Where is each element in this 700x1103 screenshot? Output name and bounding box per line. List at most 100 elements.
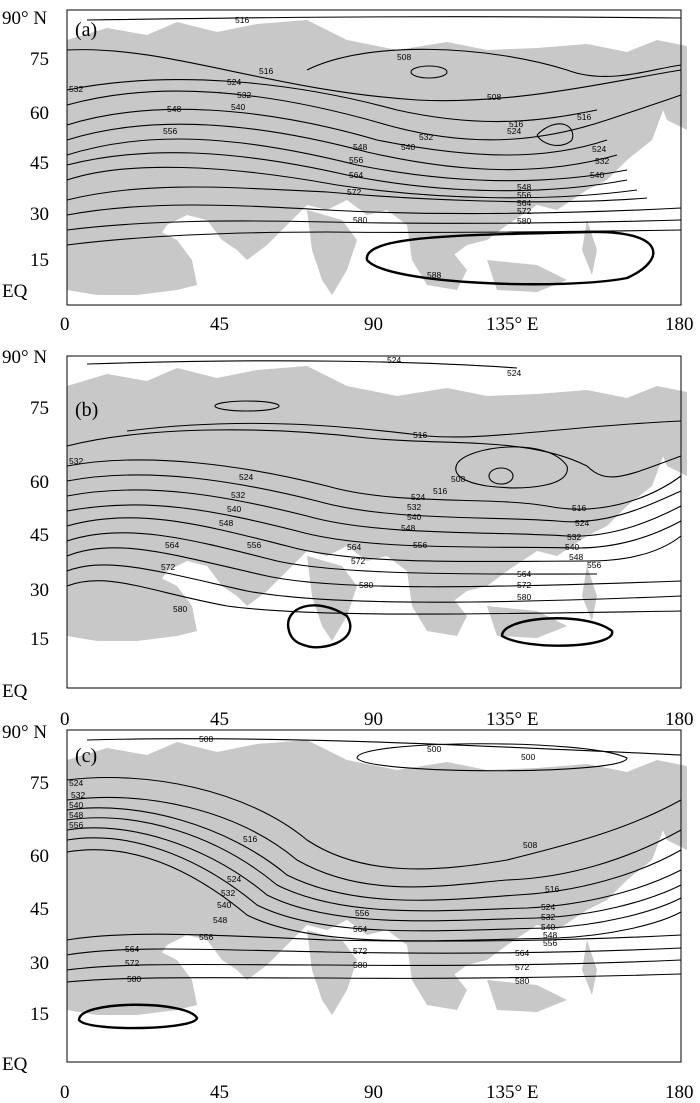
contour-label: 572: [515, 962, 529, 972]
y-tick-label: 15: [30, 1004, 49, 1025]
contour-label: 556: [199, 932, 213, 942]
contour-label: 580: [353, 960, 367, 970]
contour-label: 540: [541, 922, 555, 932]
contour-label: 556: [413, 540, 427, 550]
panel-label-b: (b): [75, 399, 98, 421]
x-tick-label: 45: [210, 1082, 229, 1103]
y-tick-label: 30: [30, 204, 49, 225]
contour-label: 572: [351, 556, 365, 566]
contour-label: 540: [227, 504, 241, 514]
contour-label: 580: [127, 974, 141, 984]
contour-label: 532: [221, 888, 235, 898]
contour-label: 524: [239, 472, 253, 482]
y-tick-label: 75: [30, 773, 49, 794]
contour-label: 572: [517, 206, 531, 216]
contour-label: 580: [515, 976, 529, 986]
y-tick-label: 60: [30, 472, 49, 493]
contour-label: 532: [69, 84, 83, 94]
contour-label: 500: [521, 752, 535, 762]
contour-label: 524: [69, 778, 83, 788]
contour-label: 564: [165, 540, 179, 550]
x-tick-label: 90: [364, 1082, 383, 1103]
contour-label: 580: [353, 215, 367, 225]
contour-label: 556: [587, 560, 601, 570]
y-tick-label: 90° N: [2, 8, 47, 29]
contour-label: 516: [545, 884, 559, 894]
contour-labels-b: 524 524 516 532 524 532 540 548 556 564 …: [69, 355, 601, 614]
x-tick-label: 135° E: [486, 709, 538, 730]
contour-label: 532: [71, 790, 85, 800]
contour-label: 524: [592, 144, 606, 154]
contour-label: 556: [543, 938, 557, 948]
contour-label: 516: [259, 66, 273, 76]
map-frame-b: [66, 355, 682, 689]
contour-label: 564: [517, 569, 531, 579]
contour-label: 556: [355, 908, 369, 918]
y-tick-label: 60: [30, 846, 49, 867]
contour-label: 564: [353, 924, 367, 934]
contour-label: 508: [397, 52, 411, 62]
y-tick-label: 30: [30, 953, 49, 974]
contour-label: 532: [541, 912, 555, 922]
x-axis-a: 0 45 90 135° E 180: [60, 314, 694, 335]
panel-a: 516 508 516 508 532 524 532 540 548 556 …: [66, 9, 687, 306]
contour-label: 516: [243, 834, 257, 844]
contour-label: 548: [219, 518, 233, 528]
y-tick-label: 75: [30, 398, 49, 419]
contour-label: 524: [507, 126, 521, 136]
contour-label: 516: [577, 112, 591, 122]
contour-label: 532: [407, 502, 421, 512]
panel-b: 524 524 516 532 524 532 540 548 556 564 …: [66, 355, 687, 689]
x-tick-label: 45: [210, 709, 229, 730]
x-tick-label: 180: [665, 1082, 694, 1103]
contour-label: 540: [217, 900, 231, 910]
y-axis-a: 90° N 75 60 45 30 15 EQ: [2, 8, 49, 302]
contour-label: 548: [517, 182, 531, 192]
panel-label-c: (c): [75, 745, 97, 767]
contour-label: 580: [517, 592, 531, 602]
y-tick-label: 45: [30, 153, 49, 174]
contour-label: 524: [387, 355, 401, 365]
x-tick-label: 180: [665, 709, 694, 730]
y-tick-label: EQ: [2, 681, 28, 702]
contour-label: 564: [125, 944, 139, 954]
contour-label: 532: [419, 132, 433, 142]
contour-label: 588: [427, 270, 441, 280]
contour-label: 508: [487, 92, 501, 102]
contour-label: 556: [517, 190, 531, 200]
contour-label: 508: [199, 734, 213, 744]
contour-label: 516: [413, 430, 427, 440]
x-tick-label: 90: [364, 314, 383, 335]
panel-label-a: (a): [75, 19, 97, 41]
contour-label: 540: [69, 800, 83, 810]
x-tick-label: 0: [60, 314, 70, 335]
contour-label: 564: [347, 542, 361, 552]
contour-label: 524: [507, 368, 521, 378]
y-axis-c: 90° N 75 60 45 30 15 EQ: [2, 722, 49, 1075]
contour-label: 548: [213, 915, 227, 925]
contour-label: 580: [173, 604, 187, 614]
contour-label: 524: [227, 874, 241, 884]
y-tick-label: 75: [30, 49, 49, 70]
contour-label: 540: [401, 142, 415, 152]
contour-labels-c: 508 500 500 524 532 540 548 556 516 508 …: [69, 734, 559, 986]
contour-label: 564: [517, 198, 531, 208]
x-axis-c: 0 45 90 135° E 180: [60, 1082, 694, 1103]
contour-label: 516: [433, 486, 447, 496]
y-tick-label: 90° N: [2, 722, 47, 743]
y-tick-label: 45: [30, 899, 49, 920]
contour-label: 564: [515, 948, 529, 958]
contour-label: 580: [517, 216, 531, 226]
contour-label: 540: [231, 102, 245, 112]
contour-label: 548: [401, 523, 415, 533]
contour-label: 564: [349, 170, 363, 180]
x-tick-label: 90: [364, 709, 383, 730]
contour-label: 516: [509, 119, 523, 129]
contour-label: 556: [163, 126, 177, 136]
contour-label: 556: [69, 820, 83, 830]
y-tick-label: EQ: [2, 281, 28, 302]
map-frame-a: [66, 9, 682, 306]
x-tick-label: 135° E: [486, 314, 538, 335]
contour-label: 516: [235, 15, 249, 25]
y-tick-label: 60: [30, 103, 49, 124]
